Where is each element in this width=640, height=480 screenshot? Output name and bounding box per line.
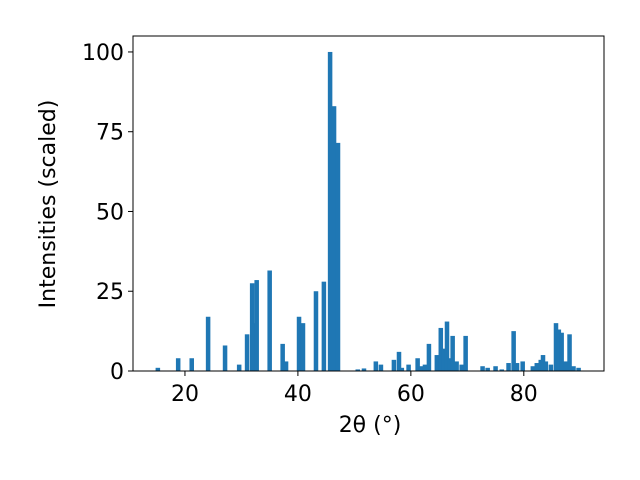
bar [559,332,564,371]
bar [485,367,490,371]
bar [556,329,562,371]
bar [438,327,444,371]
y-tick-label: 0 [110,360,124,385]
y-tick-label: 75 [96,121,124,146]
bar [355,369,361,371]
bar [396,351,402,371]
bar [331,106,337,371]
bar [520,361,525,371]
x-tick-label: 80 [510,382,538,407]
plot-frame [132,35,605,372]
x-tick-label: 20 [171,382,199,407]
bar [441,348,446,371]
bar [327,51,333,371]
bar [280,343,285,371]
bar [576,367,581,371]
bar [571,366,576,371]
bar [300,323,306,371]
bar [205,316,211,371]
bar [189,358,194,371]
bar [422,364,428,371]
bar [463,335,468,371]
bar [244,334,250,371]
y-tick-label: 25 [96,280,124,305]
bar [251,323,257,371]
bar [538,359,544,371]
bar [222,345,228,371]
bar [450,335,455,371]
bar [506,363,511,371]
bar [399,367,405,371]
y-axis-label: Intensities (scaled) [36,100,61,309]
bar [335,142,341,371]
x-axis-label: 2θ (°) [339,413,402,438]
bar [406,364,411,371]
x-tick-label: 40 [284,382,312,407]
bar [426,343,432,371]
bar [480,366,485,371]
bar [499,369,505,371]
bar [283,361,289,371]
x-tick-label: 60 [397,382,425,407]
bar [254,280,259,371]
bar [459,364,464,371]
bar [444,321,450,371]
bar [313,291,319,371]
bar [514,363,520,371]
bar [378,364,384,371]
y-tick-label: 100 [82,41,124,66]
bar [563,361,568,371]
bar [175,358,181,371]
bar [236,364,242,371]
bar [511,331,516,371]
bar [391,359,397,371]
bar [493,366,498,371]
bar [530,366,536,371]
y-tick-label: 50 [96,200,124,225]
bar [418,366,424,371]
bar [267,270,272,371]
bar [543,361,549,371]
bar [534,363,540,371]
bar [296,316,302,371]
bar [321,281,327,371]
bar [567,334,572,371]
bar [373,361,379,371]
bar [415,358,420,371]
bar [454,361,459,371]
bar [548,364,554,371]
bar [540,355,546,371]
bar [447,358,453,371]
bar [434,355,440,371]
bar [361,368,367,371]
bar [155,367,161,371]
bar [553,323,559,371]
